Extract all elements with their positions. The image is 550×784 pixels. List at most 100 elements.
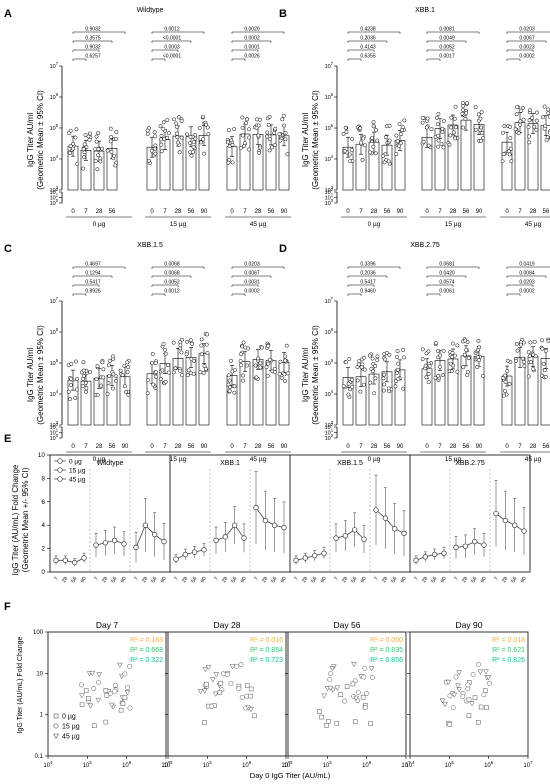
data-point — [426, 371, 431, 376]
x-tick-label: 56 — [463, 444, 470, 450]
data-point — [111, 372, 116, 377]
data-point — [262, 517, 268, 524]
data-point — [120, 373, 125, 378]
x-tick-label: 7 — [163, 209, 167, 215]
x-tick-label: 7 — [359, 209, 363, 215]
data-point — [171, 340, 176, 345]
data-point — [206, 132, 211, 136]
data-point — [367, 353, 372, 358]
x-tick-label: 7 — [84, 444, 88, 450]
data-point — [277, 372, 282, 377]
series-line — [95, 539, 125, 546]
data-point — [161, 538, 167, 545]
data-point — [413, 557, 419, 563]
x-tick-label: 56 — [109, 444, 116, 450]
data-point — [163, 351, 168, 356]
data-point — [476, 720, 481, 725]
data-point — [453, 125, 458, 130]
data-point — [74, 359, 78, 364]
data-point — [521, 360, 526, 364]
p-value: 0.0681 — [439, 262, 455, 268]
x-tick-label: 7 — [243, 444, 247, 450]
data-point — [347, 152, 352, 157]
data-point — [420, 357, 425, 362]
data-point — [283, 358, 288, 363]
data-point — [283, 137, 288, 142]
p-value: 0.0031 — [244, 280, 260, 286]
x-tick-label: 56 — [543, 444, 550, 450]
p-value: 0.5417 — [85, 280, 101, 286]
series-line — [335, 529, 365, 540]
x-tick-label: 56 — [150, 576, 158, 584]
p-value: 0.0020 — [244, 27, 260, 33]
y-axis-label: IgG Titer AU/ml(Geometric Mean ± 95% CI) — [26, 90, 45, 190]
data-point — [346, 392, 351, 397]
data-point — [384, 157, 389, 162]
data-point — [113, 163, 118, 168]
data-point — [185, 339, 190, 344]
data-point — [247, 127, 251, 132]
data-point — [436, 138, 441, 143]
data-point — [546, 338, 550, 343]
x-tick-label: 0 — [346, 209, 350, 215]
data-point — [152, 130, 157, 135]
data-point — [362, 704, 368, 710]
data-point — [103, 688, 109, 693]
data-point — [344, 130, 349, 135]
data-point — [232, 522, 238, 528]
data-point — [273, 126, 278, 131]
data-point — [159, 137, 163, 142]
data-point — [145, 132, 150, 136]
data-point — [192, 549, 198, 555]
data-point — [96, 131, 101, 135]
data-point — [241, 373, 245, 378]
p-value: 0.0002 — [244, 36, 260, 42]
data-point — [245, 683, 250, 688]
data-point — [382, 372, 387, 377]
data-point — [505, 369, 510, 374]
data-point — [81, 360, 86, 365]
x-tick-label: 7 — [518, 444, 522, 450]
data-point — [83, 380, 88, 385]
data-point — [349, 377, 354, 382]
data-point — [441, 550, 447, 556]
data-point — [258, 361, 263, 366]
data-point — [424, 351, 429, 356]
data-point — [106, 363, 111, 368]
data-point — [450, 351, 455, 355]
scatter-panel — [167, 631, 287, 757]
data-point — [508, 136, 513, 140]
x-tick-label: 105 — [203, 760, 213, 769]
data-point — [166, 370, 171, 375]
data-point — [422, 554, 428, 560]
data-point — [302, 555, 308, 561]
data-point — [159, 149, 164, 154]
data-point — [486, 680, 492, 686]
x-tick-label: 28 — [450, 209, 457, 215]
data-point — [81, 555, 87, 561]
data-point — [515, 348, 520, 353]
p-value: 0.8926 — [85, 289, 101, 295]
data-point — [371, 120, 376, 125]
data-point — [228, 681, 234, 686]
y-tick-label: 8 — [41, 475, 45, 482]
data-point — [122, 671, 128, 677]
y-tick-label: 0.1 — [35, 754, 44, 760]
data-point — [327, 677, 333, 683]
data-point — [127, 705, 133, 711]
data-point — [483, 669, 489, 675]
x-tick-label: 56 — [430, 576, 438, 584]
x-tick-label: 0 — [150, 209, 154, 215]
data-point — [455, 369, 460, 374]
x-tick-label: 28 — [301, 576, 309, 584]
legend-label: 15 µg — [69, 468, 86, 475]
data-point — [163, 347, 168, 352]
data-point — [126, 392, 131, 397]
data-point — [394, 133, 399, 138]
data-point — [520, 105, 525, 110]
x-tick-label: 28 — [181, 576, 189, 584]
scatter-panel — [47, 631, 167, 757]
x-tick-label: 7 — [359, 444, 363, 450]
data-point — [283, 354, 288, 359]
x-tick-label: 28 — [221, 576, 229, 584]
